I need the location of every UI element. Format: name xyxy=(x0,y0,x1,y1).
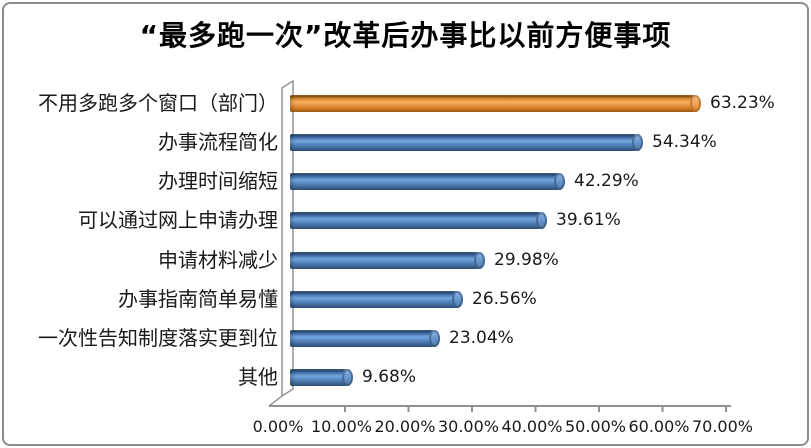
category-label: 不用多跑多个窗口（部门） xyxy=(38,91,278,115)
category-label: 一次性告知制度落实更到位 xyxy=(38,326,278,350)
chart-title: “最多跑一次”改革后办事比以前方便事项 xyxy=(139,19,672,52)
cylinder-end-cap xyxy=(452,291,463,308)
cylinder-end-cap xyxy=(632,134,643,151)
category-label: 其他 xyxy=(238,365,278,389)
bar-blue xyxy=(290,252,485,269)
data-value-label: 54.34% xyxy=(652,132,717,152)
category-label: 办理时间缩短 xyxy=(158,169,278,193)
bar-blue xyxy=(290,173,565,190)
data-value-label: 26.56% xyxy=(472,289,537,309)
x-axis-tick-label: 70.00% xyxy=(691,417,753,436)
category-label: 办事流程简化 xyxy=(158,130,278,154)
bar-blue xyxy=(290,369,353,386)
x-axis-tick-label: 10.00% xyxy=(310,417,372,436)
data-value-label: 39.61% xyxy=(556,210,621,230)
category-label: 申请材料减少 xyxy=(158,248,278,272)
bar-orange xyxy=(290,95,701,112)
bar-blue xyxy=(290,330,440,347)
data-value-label: 23.04% xyxy=(449,328,514,348)
cylinder-end-cap xyxy=(474,252,485,269)
category-label: 可以通过网上申请办理 xyxy=(78,208,278,232)
data-value-label: 9.68% xyxy=(362,367,417,387)
data-value-label: 63.23% xyxy=(710,93,775,113)
x-axis-tick-label: 40.00% xyxy=(501,417,563,436)
x-axis-tick-label: 60.00% xyxy=(628,417,690,436)
cylinder-end-cap xyxy=(342,369,353,386)
cylinder-end-cap xyxy=(554,173,565,190)
category-label: 办事指南简单易懂 xyxy=(118,287,278,311)
data-value-label: 42.29% xyxy=(574,171,639,191)
x-axis-tick-label: 50.00% xyxy=(564,417,626,436)
cylinder-end-cap xyxy=(429,330,440,347)
data-value-label: 29.98% xyxy=(494,250,559,270)
x-axis-tick-label: 20.00% xyxy=(374,417,436,436)
x-axis-tick-label: 30.00% xyxy=(437,417,499,436)
bar-blue xyxy=(290,212,547,229)
bar-blue xyxy=(290,291,463,308)
x-axis-tick-label: 0.00% xyxy=(252,417,304,436)
bar-blue xyxy=(290,134,643,151)
cylinder-end-cap xyxy=(690,95,701,112)
cylinder-end-cap xyxy=(536,212,547,229)
